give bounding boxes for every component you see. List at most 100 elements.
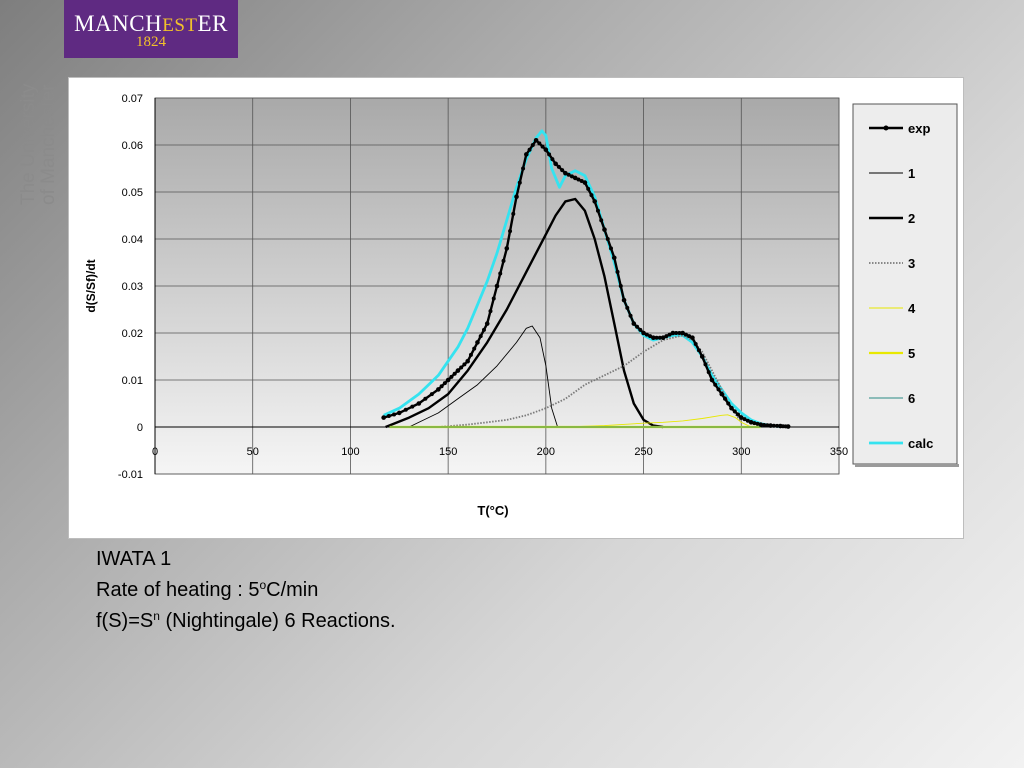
data-point-exp	[680, 330, 685, 336]
data-point-exp	[449, 374, 454, 379]
data-point-exp	[742, 417, 747, 422]
y-tick-label: 0.05	[122, 187, 143, 199]
data-point-exp	[635, 324, 640, 329]
data-point-exp	[514, 194, 519, 199]
data-point-exp	[556, 164, 561, 169]
data-point-exp	[644, 332, 649, 337]
data-point-exp	[609, 246, 613, 251]
data-point-exp	[648, 334, 653, 339]
data-point-exp	[560, 168, 565, 173]
y-axis-label: d(S/Sf)/dt	[84, 259, 98, 312]
data-point-exp	[674, 331, 679, 335]
data-point-exp	[566, 172, 571, 177]
logo-year: 1824	[136, 34, 166, 50]
x-tick-label: 200	[537, 446, 555, 458]
data-point-exp	[586, 186, 591, 191]
data-point-exp	[494, 283, 500, 289]
data-point-exp	[553, 161, 558, 167]
data-point-exp	[693, 341, 698, 346]
series-line-calc	[383, 129, 781, 428]
data-point-exp	[670, 330, 676, 336]
data-point-exp	[524, 152, 529, 157]
y-tick-label: 0	[137, 422, 143, 434]
caption-exponent-sup: n	[153, 609, 160, 623]
logo-text-part: MANCH	[74, 11, 163, 36]
legend-label-3: 3	[908, 256, 915, 271]
x-tick-label: 50	[247, 446, 259, 458]
data-point-exp	[723, 396, 727, 401]
data-point-exp	[547, 152, 552, 157]
data-point-exp	[576, 177, 581, 182]
data-point-exp	[625, 305, 630, 310]
data-point-exp	[396, 410, 402, 416]
data-point-exp	[699, 354, 705, 359]
data-point-exp	[472, 346, 477, 351]
data-point-exp	[713, 382, 718, 387]
x-tick-label: 100	[341, 446, 359, 458]
series-line-1	[408, 325, 559, 428]
data-point-exp	[563, 170, 568, 176]
legend-label-5: 5	[908, 346, 915, 361]
legend-label-1: 1	[908, 166, 915, 181]
data-point-exp	[416, 401, 422, 406]
series-line-3	[438, 334, 743, 428]
logo-text-accent: ES	[162, 15, 186, 36]
data-point-exp	[442, 381, 447, 386]
data-point-exp	[748, 420, 754, 425]
data-point-exp	[491, 296, 496, 301]
data-point-exp	[631, 321, 637, 326]
logo-wordmark: MANCHESTER	[64, 11, 238, 37]
data-point-exp	[664, 334, 669, 339]
data-point-exp	[465, 358, 470, 364]
data-point-exp	[709, 377, 715, 383]
data-point-exp	[543, 147, 549, 152]
data-point-exp	[508, 229, 513, 234]
series-line-2	[385, 197, 664, 429]
x-tick-label: 300	[732, 446, 750, 458]
data-point-exp	[533, 138, 539, 143]
data-point-exp	[475, 340, 480, 345]
data-point-exp	[595, 208, 600, 213]
caption-degree-sup: o	[259, 578, 267, 592]
series-line-exp	[383, 139, 789, 428]
data-point-exp	[484, 321, 490, 326]
data-point-exp	[752, 421, 757, 426]
x-axis-label: T(°C)	[477, 503, 508, 518]
data-point-exp	[386, 414, 391, 419]
data-point-exp	[488, 309, 493, 314]
data-point-exp	[729, 405, 734, 411]
x-tick-label: 350	[830, 446, 848, 458]
slide-caption: IWATA 1 Rate of heating : 5oC/min f(S)=S…	[96, 546, 396, 634]
data-point-exp	[762, 422, 767, 427]
data-point-exp	[501, 258, 506, 263]
data-point-exp	[445, 377, 451, 383]
data-point-exp	[621, 297, 627, 303]
data-point-exp	[690, 335, 695, 341]
data-point-exp	[498, 271, 503, 276]
caption-heating-text: Rate of heating : 5	[96, 579, 260, 601]
data-point-exp	[403, 407, 408, 412]
university-logo: MANCHESTER 1824	[64, 0, 238, 58]
logo-text-accent-2: T	[185, 15, 198, 36]
data-point-exp	[455, 368, 461, 373]
data-point-exp	[732, 409, 737, 414]
y-tick-label: 0.07	[122, 93, 143, 105]
data-point-exp	[638, 327, 643, 332]
legend-marker-exp	[883, 125, 889, 131]
caption-model: f(S)=Sn (Nightingale) 6 Reactions.	[96, 603, 396, 634]
y-tick-label: 0.02	[122, 328, 143, 340]
legend-shadow	[855, 464, 959, 467]
y-tick-label: 0.06	[122, 140, 143, 152]
data-point-exp	[572, 175, 578, 181]
legend-box	[852, 103, 958, 465]
x-tick-label: 150	[439, 446, 457, 458]
data-point-exp	[677, 331, 682, 335]
data-point-exp	[381, 415, 386, 420]
data-point-exp	[738, 415, 744, 420]
data-point-exp	[527, 147, 532, 152]
data-point-exp	[569, 174, 574, 179]
y-tick-label: 0.03	[122, 281, 143, 293]
data-point-exp	[592, 199, 598, 204]
data-point-exp	[468, 352, 473, 357]
y-tick-label: 0.01	[122, 375, 143, 387]
